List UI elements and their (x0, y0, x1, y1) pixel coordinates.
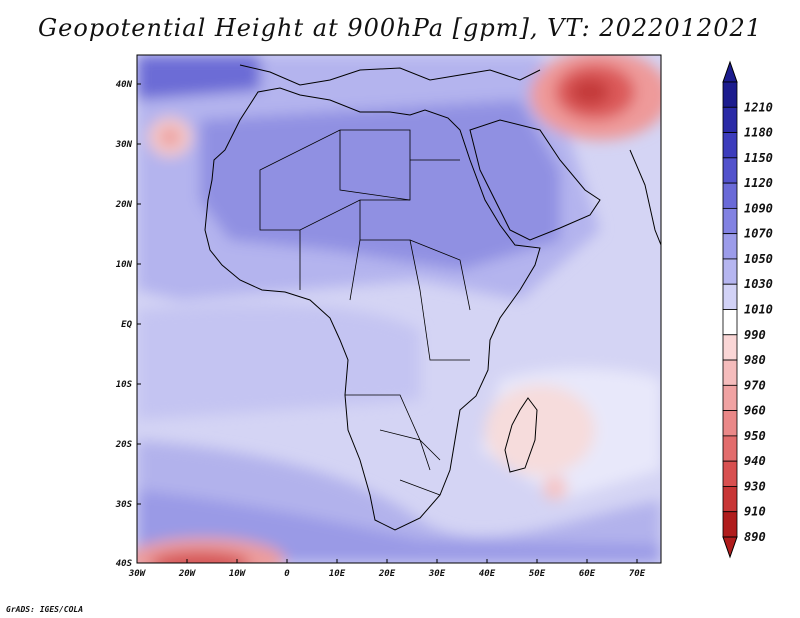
field-equatorial (137, 304, 420, 420)
colorbar-swatch (722, 157, 738, 184)
lat-label: 20S (115, 440, 133, 450)
colorbar-label: 1150 (744, 151, 773, 165)
border-1 (259, 129, 411, 231)
lon-label: 20E (378, 569, 396, 579)
colorbar-swatch (722, 384, 738, 412)
colorbar-label: 960 (744, 404, 766, 418)
colorbar-top-arrow (722, 60, 738, 83)
madagascar-coastline (504, 397, 538, 473)
field-low-atlantic-core (160, 128, 180, 146)
colorbar-swatch (722, 233, 738, 260)
colorbar-label: 1010 (744, 303, 773, 317)
lon-label: 0 (284, 569, 290, 579)
longitude-axis: 30W 20W 10W 0 10E 20E 30E 40E 50E 60E 70E (128, 559, 646, 579)
lat-label: 10N (116, 260, 133, 270)
lon-label: 20W (178, 569, 197, 579)
lon-label: 10W (229, 569, 247, 579)
colorbar-label: 1050 (744, 252, 773, 266)
lat-label: 10S (116, 380, 133, 390)
colorbar-label: 930 (744, 479, 766, 493)
colorbar-swatch (722, 132, 738, 159)
lon-label: 10E (329, 569, 346, 579)
chart-title: Geopotential Height at 900hPa [gpm], VT:… (38, 14, 762, 42)
colorbar-label: 1090 (744, 201, 773, 215)
lon-label: 30W (128, 569, 147, 579)
colorbar-label: 1180 (744, 126, 773, 140)
lat-label: EQ (121, 320, 132, 330)
field-low-southwest-core (150, 551, 250, 563)
colorbar-label: 890 (744, 530, 766, 544)
colorbar-swatch (722, 106, 738, 133)
colorbar-swatch (722, 207, 738, 235)
colorbar-label: 950 (744, 429, 766, 443)
lat-label: 40S (116, 559, 133, 569)
lon-label: 60E (579, 569, 596, 579)
arabia-coastline (469, 119, 601, 241)
border-4 (345, 394, 441, 496)
field-south-band2 (137, 490, 661, 563)
colorbar-swatch (722, 81, 738, 108)
colorbar-label: 970 (744, 378, 766, 392)
field-low-persia-center (570, 78, 610, 106)
india-coastline (629, 149, 661, 246)
colorbar-swatch (722, 435, 738, 462)
credit-label: GrADS: IGES/COLA (6, 605, 84, 614)
coastlines (204, 64, 661, 531)
colorbar-swatch (722, 309, 738, 336)
latitude-axis: 40N 30N 20N 10N EQ 10S 20S 30S 40S (115, 80, 141, 569)
lat-label: 30S (115, 500, 133, 510)
field-nw-high (137, 55, 260, 100)
colorbar-label: 1210 (744, 100, 773, 114)
colorbar-swatch (722, 460, 738, 487)
europe-coastline (239, 64, 541, 86)
colorbar-label: 1120 (744, 176, 773, 190)
colorbar-swatch (722, 283, 738, 310)
colorbar-label: 1030 (744, 277, 773, 291)
colorbar-swatch (722, 486, 738, 513)
colorbar-label: 910 (744, 505, 766, 519)
colorbar-swatch (722, 334, 738, 361)
field-low-sa-east (543, 476, 567, 500)
colorbar: 1210 1180 1150 1120 1090 1070 1050 1030 1010 990 9… (722, 60, 773, 559)
field-low-madagascar (485, 385, 595, 475)
colorbar-swatch (722, 511, 738, 538)
colorbar-swatch (722, 359, 738, 386)
africa-coastline (204, 87, 541, 531)
lon-label: 70E (629, 569, 646, 579)
border-3 (299, 230, 471, 361)
lat-label: 40N (116, 80, 133, 90)
lon-label: 30E (428, 569, 446, 579)
colorbar-swatch (722, 258, 738, 285)
lon-label: 50E (529, 569, 546, 579)
lat-label: 20N (115, 200, 133, 210)
colorbar-label: 1070 (744, 227, 773, 241)
height-field (137, 55, 661, 563)
colorbar-swatch (722, 182, 738, 209)
lon-label: 40E (479, 569, 496, 579)
border-2 (339, 130, 460, 291)
colorbar-bottom-arrow (722, 536, 738, 559)
colorbar-label: 940 (744, 454, 766, 468)
colorbar-swatch (722, 410, 738, 437)
field-sahara (200, 100, 560, 270)
colorbar-label: 980 (744, 353, 766, 367)
plot-frame (136, 54, 662, 564)
lat-label: 30N (115, 140, 133, 150)
colorbar-label: 990 (744, 328, 766, 342)
